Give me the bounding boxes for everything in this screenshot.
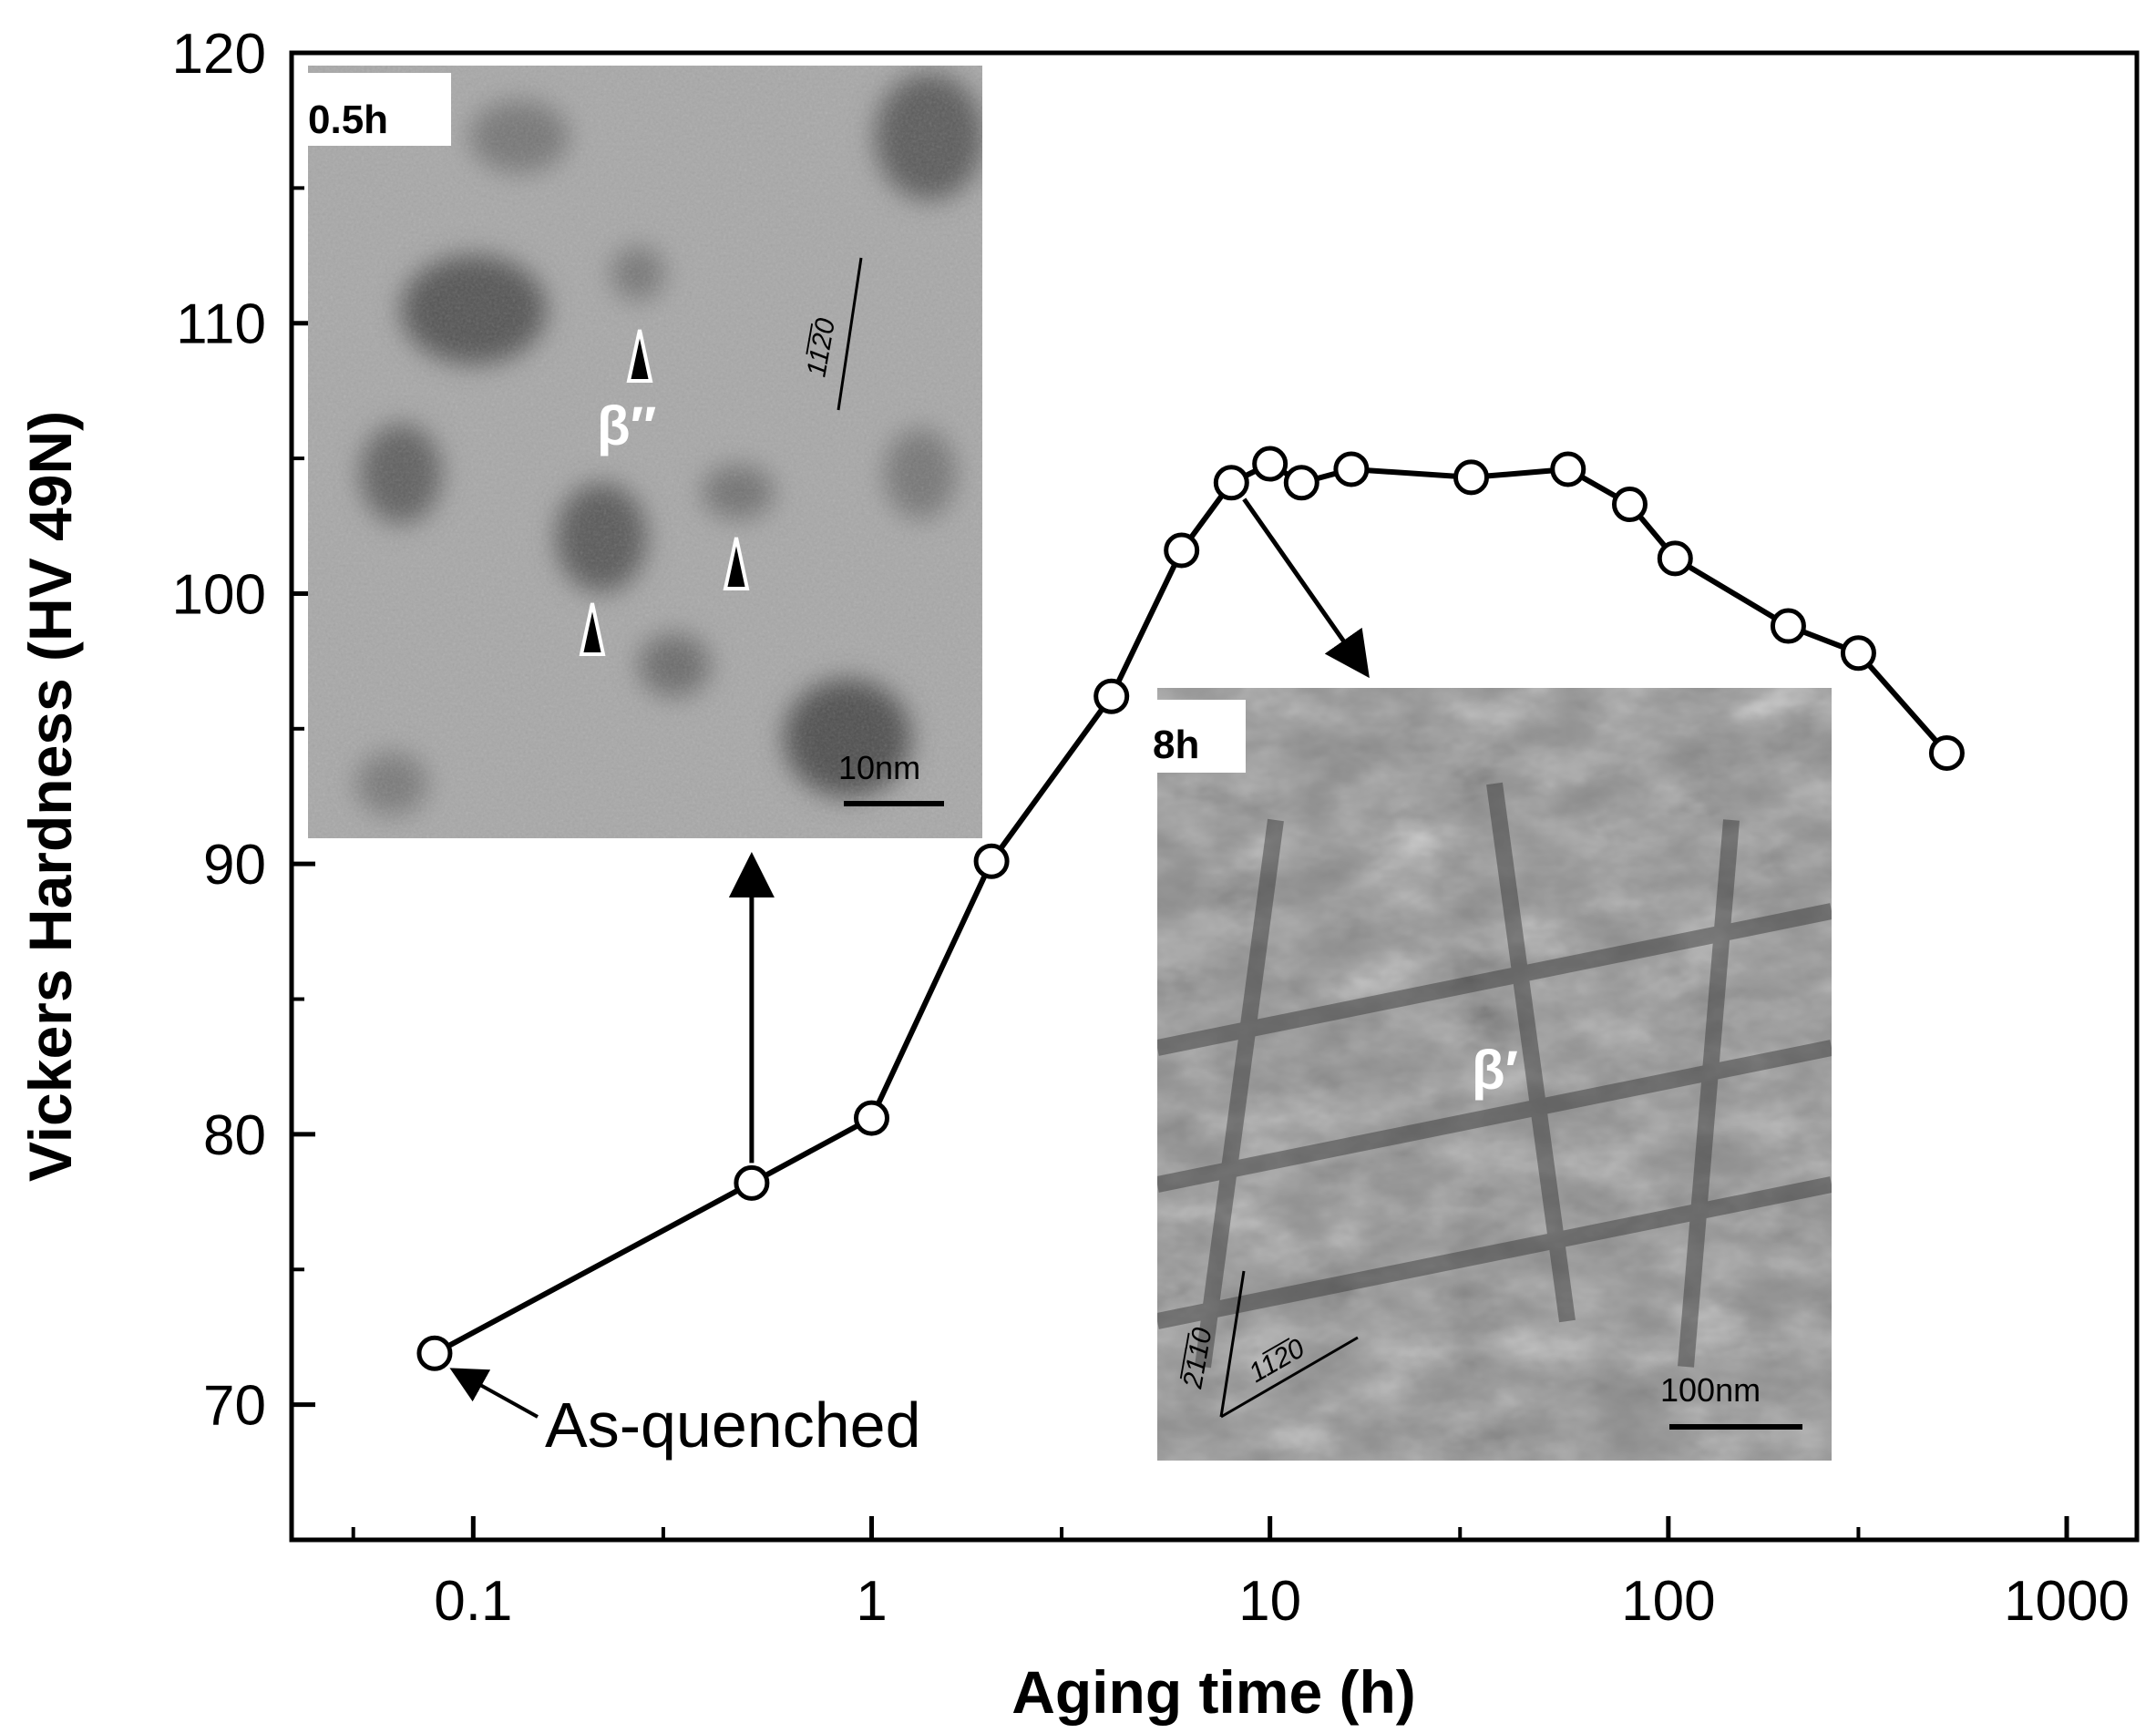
y-axis-ticks: 70 80 90 100 110 120 bbox=[172, 23, 315, 1438]
inset-8h-pointer-arrow bbox=[1242, 497, 1370, 679]
as-quenched-arrow bbox=[449, 1368, 539, 1419]
inset-05h-orientation-line bbox=[837, 257, 863, 411]
y-tick-label: 80 bbox=[203, 1104, 266, 1167]
x-axis-ticks: 0.1 1 10 100 1000 bbox=[351, 1516, 2130, 1633]
x-tick-label: 100 bbox=[1621, 1570, 1715, 1633]
y-axis-title: Vickers Hardness (HV 49N) bbox=[16, 411, 84, 1182]
data-point bbox=[1164, 532, 1200, 569]
x-tick-label: 1000 bbox=[2004, 1570, 2130, 1633]
data-point bbox=[1770, 608, 1806, 644]
data-point bbox=[1611, 487, 1648, 523]
hardness-series-points bbox=[416, 446, 1965, 1371]
y-tick-label: 90 bbox=[203, 834, 266, 897]
data-point bbox=[416, 1335, 453, 1371]
inset-8h: 8h β′ 2̅1̅1̅0 11̅2̅0 100nm bbox=[1150, 688, 1832, 1461]
inset-8h-label: 8h bbox=[1153, 723, 1199, 767]
data-point bbox=[1213, 465, 1249, 501]
data-point bbox=[973, 843, 1010, 879]
inset-8h-label-box bbox=[1150, 700, 1246, 773]
inset-05h-phase: β″ bbox=[597, 395, 656, 456]
x-tick-label: 1 bbox=[856, 1570, 887, 1633]
inset-05h-scale-label: 10nm bbox=[838, 749, 920, 786]
as-quenched-annotation: As-quenched bbox=[545, 1389, 921, 1461]
data-point bbox=[1550, 451, 1586, 487]
data-point bbox=[1333, 451, 1370, 487]
y-tick-label: 120 bbox=[172, 23, 266, 86]
precipitate-marker-2 bbox=[723, 537, 750, 590]
x-axis-title: Aging time (h) bbox=[1011, 1658, 1416, 1726]
precipitate-marker-3 bbox=[579, 602, 606, 656]
plot-frame bbox=[289, 50, 2140, 1543]
y-tick-label: 70 bbox=[203, 1375, 266, 1438]
data-point bbox=[734, 1164, 770, 1201]
precipitate-marker-1 bbox=[626, 329, 653, 383]
data-point bbox=[1453, 459, 1490, 496]
inset-8h-orientation-line-b bbox=[1220, 1336, 1359, 1419]
inset-8h-bands bbox=[1157, 782, 1832, 1369]
inset-8h-orientation-line-a bbox=[1219, 1270, 1246, 1418]
data-point bbox=[853, 1100, 889, 1136]
inset-05h-label: 0.5h bbox=[308, 97, 388, 142]
data-point bbox=[1840, 635, 1876, 672]
data-point bbox=[1252, 446, 1288, 482]
inset-05h-label-box bbox=[301, 73, 451, 146]
inset-8h-scale-label: 100nm bbox=[1660, 1371, 1761, 1409]
data-point bbox=[1657, 540, 1693, 577]
y-tick-label: 100 bbox=[172, 563, 266, 626]
data-point bbox=[1093, 678, 1130, 714]
x-tick-label: 10 bbox=[1238, 1570, 1301, 1633]
x-tick-label: 0.1 bbox=[434, 1570, 512, 1633]
inset-05h: 0.5h β″ 11̅2̅0 10nm bbox=[301, 66, 982, 838]
inset-8h-phase: β′ bbox=[1472, 1040, 1518, 1101]
data-point bbox=[1928, 735, 1965, 772]
data-point bbox=[1283, 465, 1319, 501]
y-tick-label: 110 bbox=[176, 293, 266, 356]
